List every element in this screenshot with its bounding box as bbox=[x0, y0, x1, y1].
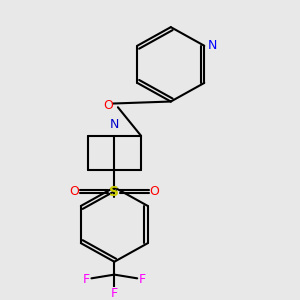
Text: N: N bbox=[110, 118, 119, 131]
Text: S: S bbox=[109, 184, 119, 199]
Text: F: F bbox=[139, 273, 146, 286]
Text: O: O bbox=[69, 185, 79, 198]
Text: O: O bbox=[103, 99, 113, 112]
Text: O: O bbox=[149, 185, 159, 198]
Text: F: F bbox=[82, 273, 90, 286]
Text: F: F bbox=[111, 287, 118, 300]
Text: N: N bbox=[208, 39, 217, 52]
